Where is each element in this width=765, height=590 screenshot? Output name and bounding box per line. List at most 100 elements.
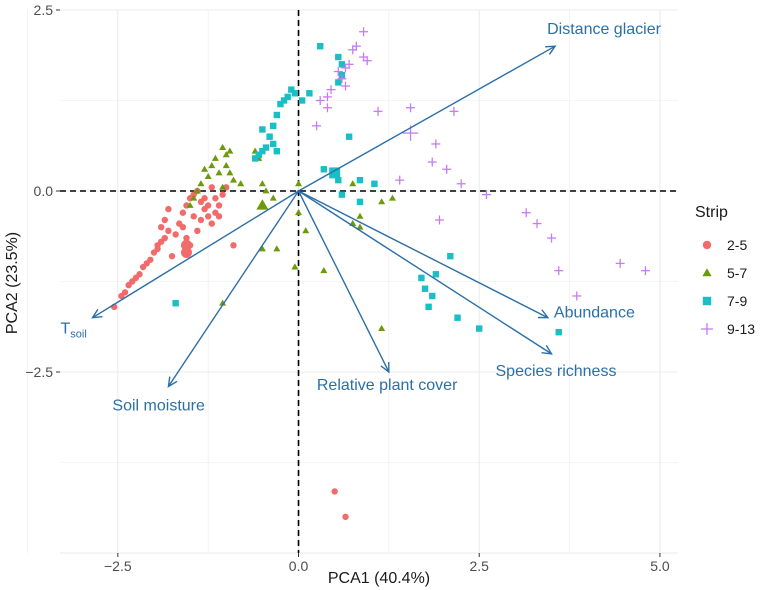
- y-tick-label: 2.5: [34, 2, 54, 18]
- legend-label: 7-9: [727, 293, 747, 309]
- loading-abundance: Abundance: [298, 190, 635, 322]
- point-7-9: [320, 166, 328, 173]
- point-7-9: [421, 285, 429, 292]
- point-9-13: [322, 92, 332, 102]
- point-large-5-7: [256, 199, 269, 210]
- point-7-9: [418, 274, 425, 282]
- point-5-7: [211, 154, 219, 161]
- point-5-7: [219, 183, 227, 190]
- point-5-7: [222, 151, 230, 158]
- arrow-label: Tsoil: [61, 321, 87, 341]
- legend: Strip 2-5 5-7 7-9 9-13: [695, 204, 755, 339]
- arrow-head: [380, 361, 390, 374]
- point-5-7: [226, 147, 234, 154]
- point-5-7: [237, 180, 245, 187]
- point-9-13: [554, 266, 564, 276]
- point-9-13: [359, 27, 369, 37]
- point-7-9: [172, 300, 179, 307]
- point-2-5: [204, 202, 212, 209]
- point-5-7: [273, 245, 281, 252]
- point-5-7: [215, 169, 223, 176]
- point-7-9: [251, 155, 259, 162]
- point-2-5: [208, 184, 215, 191]
- arrow-shaft: [297, 190, 390, 373]
- point-2-5: [219, 191, 226, 198]
- point-7-9: [429, 292, 436, 300]
- point-9-13: [521, 208, 531, 218]
- loading-t: Tsoil: [61, 190, 299, 341]
- arrow-shaft: [298, 190, 552, 355]
- point-7-9: [338, 61, 346, 68]
- point-7-9: [345, 133, 353, 140]
- point-5-7: [349, 180, 357, 187]
- point-7-9: [270, 140, 277, 148]
- x-tick-label: 0.0: [289, 558, 309, 574]
- point-2-5: [183, 234, 190, 242]
- point-2-5: [230, 242, 237, 249]
- loading-relative-plant-cover: Relative plant cover: [297, 190, 458, 394]
- point-9-13: [348, 45, 358, 55]
- point-7-9: [277, 100, 284, 108]
- point-2-5: [165, 205, 172, 213]
- point-5-7: [356, 212, 364, 219]
- point-2-5: [212, 195, 219, 202]
- series-5-7: [186, 143, 397, 331]
- point-5-7: [378, 198, 386, 205]
- point-5-7: [201, 165, 209, 172]
- arrow-shaft: [298, 190, 549, 319]
- point-7-9: [447, 252, 454, 260]
- point-5-7: [356, 223, 364, 230]
- point-5-7: [197, 180, 205, 187]
- point-7-9: [262, 144, 270, 151]
- point-5-7: [208, 162, 216, 169]
- point-7-9: [280, 97, 288, 104]
- loading-species-richness: Species richness: [298, 190, 616, 380]
- x-tick-label: −2.5: [104, 558, 132, 574]
- point-2-5: [154, 245, 161, 253]
- point-9-13: [362, 56, 372, 66]
- legend-label: 2-5: [727, 237, 747, 253]
- point-7-9: [555, 328, 562, 336]
- point-5-7: [269, 194, 277, 201]
- point-2-5: [190, 213, 197, 220]
- point-7-9: [266, 133, 273, 140]
- point-9-13: [434, 215, 444, 225]
- loading-soil-moisture: Soil moisture: [112, 190, 300, 414]
- x-tick-label: 2.5: [469, 558, 489, 574]
- point-9-13: [337, 74, 347, 84]
- point-large-2-5: [180, 239, 192, 251]
- point-7-9: [273, 111, 281, 119]
- point-5-7: [262, 187, 270, 194]
- point-5-7: [388, 194, 397, 201]
- point-5-7: [291, 263, 299, 270]
- point-2-5: [172, 231, 179, 238]
- point-2-5: [204, 213, 212, 220]
- y-axis-ticks: 2.5 0.0 −2.5: [25, 2, 60, 380]
- point-7-9: [291, 90, 299, 97]
- point-5-7: [258, 245, 266, 252]
- point-7-9: [288, 86, 295, 93]
- point-9-13: [456, 179, 466, 189]
- point-9-13: [322, 103, 332, 113]
- legend-key-5-7: [702, 268, 712, 277]
- legend-label: 5-7: [727, 265, 747, 281]
- point-7-9: [371, 180, 378, 187]
- arrow-head: [541, 345, 553, 355]
- point-2-5: [157, 224, 165, 231]
- point-7-9: [317, 43, 324, 50]
- point-9-13: [615, 258, 625, 268]
- point-large-7-9: [329, 167, 341, 179]
- point-7-9: [284, 93, 291, 101]
- point-7-9: [476, 325, 483, 332]
- point-2-5: [165, 227, 172, 235]
- point-2-5: [121, 289, 129, 296]
- point-5-7: [193, 187, 201, 194]
- point-5-7: [219, 143, 227, 150]
- legend-entry-5-7: 5-7: [697, 263, 747, 283]
- point-9-13: [395, 175, 405, 185]
- point-7-9: [425, 303, 432, 311]
- arrow-label: Distance glacier: [547, 21, 662, 38]
- point-5-7: [226, 169, 234, 176]
- series-9-13: [312, 27, 650, 301]
- point-2-5: [179, 224, 187, 231]
